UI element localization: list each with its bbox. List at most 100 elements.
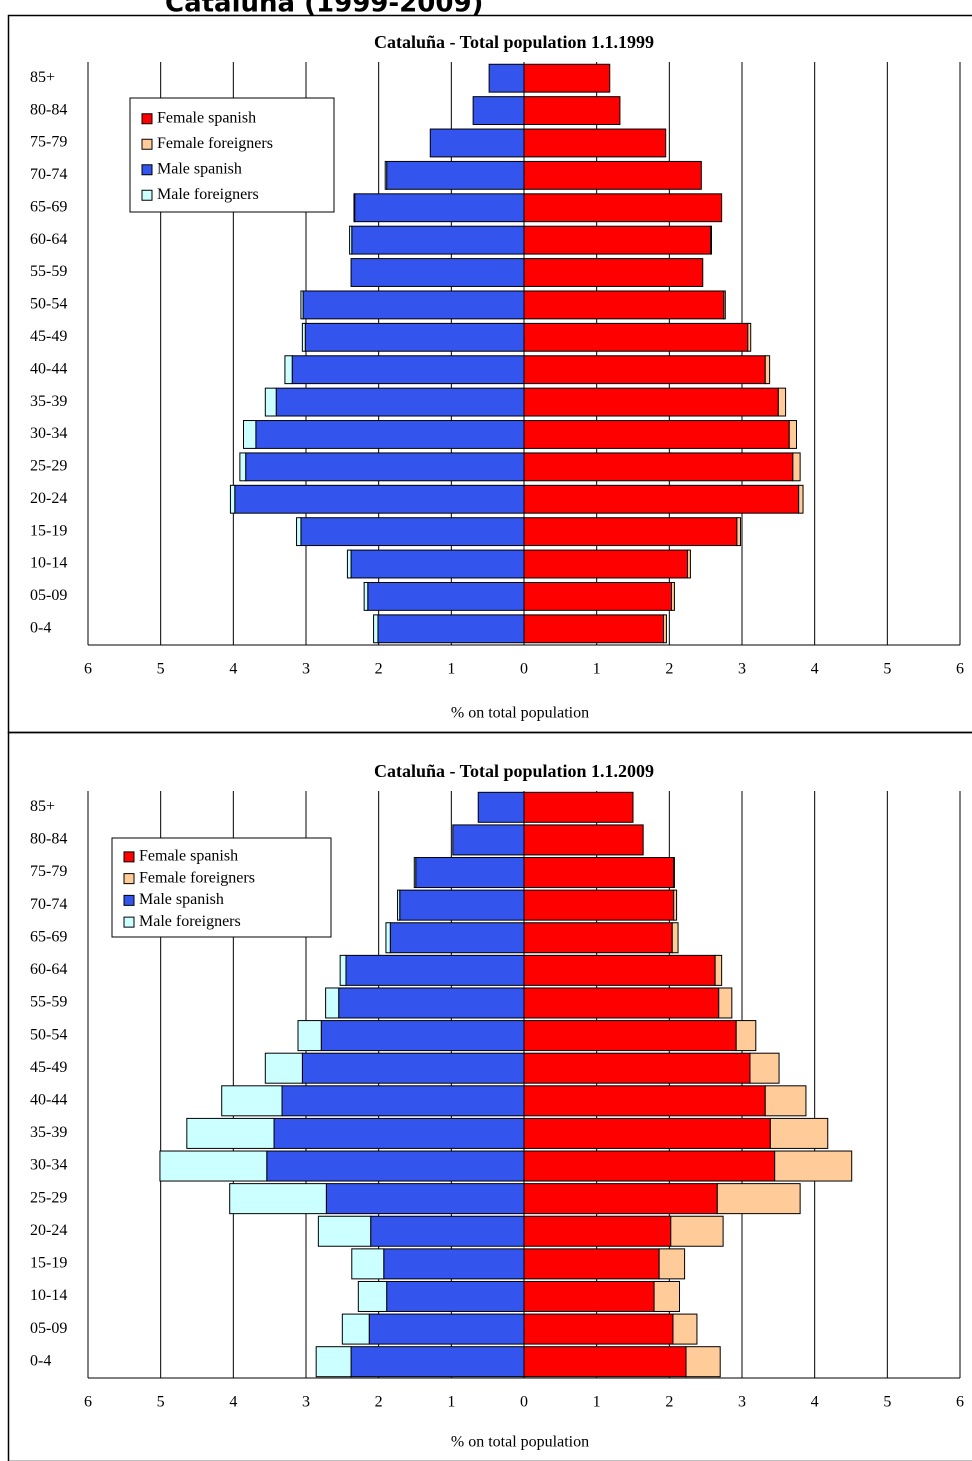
bar xyxy=(523,517,738,547)
bar xyxy=(349,225,353,255)
legend-swatch xyxy=(141,138,153,150)
y-tick-label: 20-24 xyxy=(30,1222,67,1239)
legend-swatch xyxy=(141,113,153,125)
bar xyxy=(523,420,790,449)
x-tick-label: 3 xyxy=(302,661,310,678)
bar xyxy=(346,549,352,579)
bar xyxy=(523,355,766,385)
bar xyxy=(523,193,723,223)
y-tick-label: 0-4 xyxy=(30,1352,51,1369)
bar xyxy=(523,1280,655,1312)
bar xyxy=(363,581,369,611)
y-tick-label: 80-84 xyxy=(30,101,67,118)
bar xyxy=(523,1117,771,1149)
bar xyxy=(671,922,679,954)
bar xyxy=(264,1052,303,1084)
bar xyxy=(351,1248,385,1280)
bar xyxy=(523,128,667,158)
bar xyxy=(239,452,247,482)
y-tick-label: 10-14 xyxy=(30,1287,67,1304)
y-tick-label: 45-49 xyxy=(30,328,67,345)
y-tick-label: 50-54 xyxy=(30,296,67,313)
bar xyxy=(523,1020,737,1052)
x-tick-label: 2 xyxy=(665,661,673,678)
y-tick-label: 70-74 xyxy=(30,166,67,183)
x-tick-label: 2 xyxy=(375,1394,383,1411)
bar xyxy=(325,987,340,1019)
y-tick-label: 70-74 xyxy=(30,896,67,913)
bar xyxy=(523,484,800,514)
bar xyxy=(159,1150,268,1182)
legend-swatch xyxy=(123,851,135,863)
y-tick-label: 35-39 xyxy=(30,1124,67,1141)
y-tick-label: 45-49 xyxy=(30,1059,67,1076)
legend-swatch xyxy=(123,894,135,906)
bar xyxy=(747,322,752,352)
y-tick-label: 15-19 xyxy=(30,522,67,539)
bar xyxy=(685,1346,721,1378)
bar xyxy=(357,1280,388,1312)
bar xyxy=(367,581,525,611)
legend-box xyxy=(129,97,335,213)
y-tick-label: 75-79 xyxy=(30,863,67,880)
bar xyxy=(523,549,688,579)
bar xyxy=(523,1052,751,1084)
bar xyxy=(413,857,417,889)
bar xyxy=(488,63,525,93)
bar xyxy=(389,922,525,954)
x-tick-label: 4 xyxy=(229,661,237,678)
bar xyxy=(523,791,634,823)
x-tick-label: 1 xyxy=(447,1394,455,1411)
legend-label: Female spanish xyxy=(139,848,238,865)
bar xyxy=(472,96,525,126)
legend-swatch xyxy=(123,916,135,928)
y-tick-label: 40-44 xyxy=(30,1091,67,1108)
bar xyxy=(723,290,726,320)
bar xyxy=(523,824,644,856)
x-tick-label: 1 xyxy=(447,661,455,678)
y-tick-label: 55-59 xyxy=(30,994,67,1011)
bar xyxy=(477,791,525,823)
bar xyxy=(339,954,347,986)
bar xyxy=(710,225,712,255)
bar xyxy=(523,160,702,190)
bar xyxy=(317,1215,372,1247)
legend-label: Male spanish xyxy=(139,891,224,908)
bar xyxy=(452,824,525,856)
bar xyxy=(523,857,675,889)
x-tick-label: 4 xyxy=(229,1394,237,1411)
chart-frame xyxy=(7,731,972,1461)
y-tick-label: 60-64 xyxy=(30,961,67,978)
bar xyxy=(523,1313,674,1345)
page-heading: Cataluña (1999-2009) xyxy=(165,0,483,19)
bar xyxy=(301,1052,525,1084)
legend-label: Female foreigners xyxy=(157,135,273,152)
x-tick-label: 1 xyxy=(593,1394,601,1411)
chart-title: Cataluña - Total population 1.1.2009 xyxy=(374,761,654,781)
legend-label: Female spanish xyxy=(157,109,256,126)
bar xyxy=(221,1085,283,1117)
bar xyxy=(229,1183,327,1215)
x-tick-label: 2 xyxy=(375,661,383,678)
y-tick-label: 0-4 xyxy=(30,619,51,636)
legend-box xyxy=(111,837,332,938)
bar xyxy=(386,160,525,190)
bar xyxy=(764,1085,807,1117)
bar xyxy=(523,290,725,320)
bar xyxy=(300,290,304,320)
x-tick-label: 3 xyxy=(738,1394,746,1411)
x-tick-label: 0 xyxy=(520,661,528,678)
bar xyxy=(735,1020,757,1052)
bar xyxy=(302,290,525,320)
bar xyxy=(523,581,673,611)
bar xyxy=(383,1248,525,1280)
y-tick-label: 15-19 xyxy=(30,1255,67,1272)
bar xyxy=(523,889,675,921)
y-tick-label: 10-14 xyxy=(30,555,67,572)
bar xyxy=(523,1248,660,1280)
bar xyxy=(350,1346,525,1378)
x-tick-label: 0 xyxy=(520,1394,528,1411)
bar xyxy=(296,517,302,547)
bar xyxy=(523,922,673,954)
